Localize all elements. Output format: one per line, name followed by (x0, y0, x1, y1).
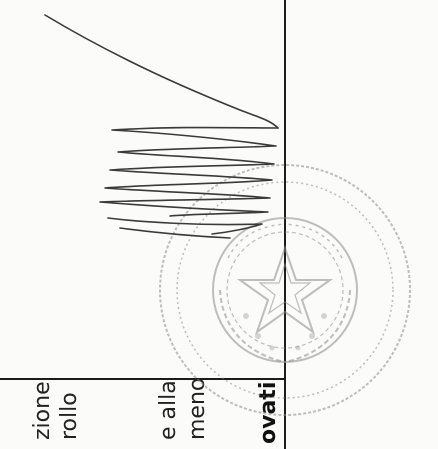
table-vertical-rule (284, 0, 286, 449)
official-seal-stamp (159, 164, 411, 416)
table-horizontal-rule (0, 378, 285, 380)
